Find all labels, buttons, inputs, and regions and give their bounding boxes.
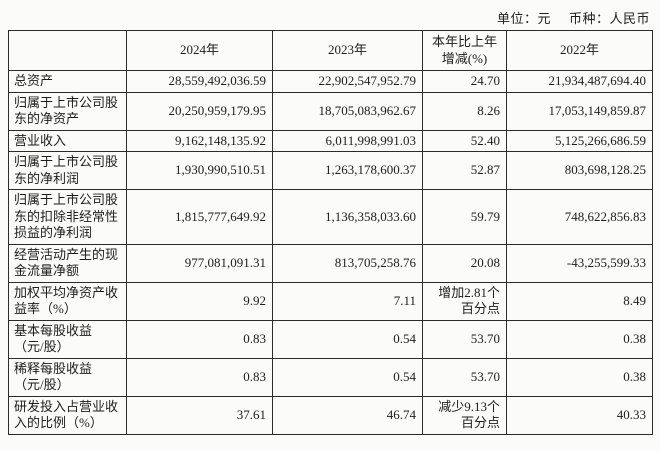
cell-value-change: 20.08 — [422, 243, 507, 283]
cell-value-2022: 8.49 — [506, 281, 653, 321]
table-row-total-assets: 总资产 28,559,492,036.59 22,902,547,952.79 … — [8, 70, 653, 93]
row-label: 加权平均净资产收益率（%） — [8, 281, 127, 321]
cell-value-change: 53.70 — [422, 357, 507, 397]
cell-value-2024: 977,081,091.31 — [126, 243, 273, 283]
cell-value-2022: 5,125,266,686.59 — [506, 129, 653, 152]
unit-label: 单位：元 — [496, 11, 551, 26]
cell-value-2024: 0.83 — [126, 357, 273, 397]
cell-value-change: 减少9.13个百分点 — [422, 395, 507, 435]
row-label: 基本每股收益（元/股） — [8, 319, 127, 359]
row-label: 经营活动产生的现金流量净额 — [8, 243, 127, 283]
cell-value-2023: 0.54 — [272, 319, 423, 359]
table-row-net-profit-excl-nonrecurring: 归属于上市公司股东的扣除非经常性损益的净利润 1,815,777,649.92 … — [8, 189, 653, 245]
cell-value-2023: 1,263,178,600.37 — [272, 151, 423, 190]
row-label: 归属于上市公司股东的扣除非经常性损益的净利润 — [8, 189, 127, 245]
cell-value-2024: 9,162,148,135.92 — [126, 129, 273, 152]
currency-label: 币种：人民币 — [568, 11, 650, 26]
cell-value-2022: 0.38 — [506, 357, 653, 397]
cell-value-2022: 17,053,149,859.87 — [506, 91, 653, 131]
cell-value-change: 52.87 — [422, 151, 507, 190]
column-header-2022: 2022年 — [506, 30, 653, 71]
cell-value-change: 增加2.81个百分点 — [422, 281, 507, 321]
cell-value-2022: -43,255,599.33 — [506, 243, 653, 283]
row-label: 总资产 — [8, 70, 127, 93]
cell-value-change: 52.40 — [422, 129, 507, 152]
row-label: 归属于上市公司股东的净资产 — [8, 91, 127, 131]
table-row-basic-eps: 基本每股收益（元/股） 0.83 0.54 53.70 0.38 — [8, 319, 653, 359]
table-header-row: 2024年 2023年 本年比上年增减(%) 2022年 — [8, 30, 653, 71]
cell-value-2023: 46.74 — [272, 395, 423, 435]
cell-value-2024: 20,250,959,179.95 — [126, 91, 273, 131]
cell-value-2024: 37.61 — [126, 395, 273, 435]
cell-value-2024: 1,930,990,510.51 — [126, 151, 273, 190]
table-row-net-profit: 归属于上市公司股东的净利润 1,930,990,510.51 1,263,178… — [8, 151, 653, 190]
cell-value-2023: 7.11 — [272, 281, 423, 321]
cell-value-change: 59.79 — [422, 189, 507, 245]
row-label: 研发投入占营业收入的比例（%） — [8, 395, 127, 435]
table-row-operating-cash-flow: 经营活动产生的现金流量净额 977,081,091.31 813,705,258… — [8, 243, 653, 283]
column-header-2024: 2024年 — [126, 30, 273, 71]
column-header-change: 本年比上年增减(%) — [422, 30, 507, 71]
cell-value-2024: 1,815,777,649.92 — [126, 189, 273, 245]
cell-value-2022: 0.38 — [506, 319, 653, 359]
cell-value-2024: 9.92 — [126, 281, 273, 321]
cell-value-2022: 803,698,128.25 — [506, 151, 653, 190]
cell-value-2024: 28,559,492,036.59 — [126, 70, 273, 93]
cell-value-2022: 748,622,856.83 — [506, 189, 653, 245]
table-row-weighted-avg-roe: 加权平均净资产收益率（%） 9.92 7.11 增加2.81个百分点 8.49 — [8, 281, 653, 321]
row-label: 营业收入 — [8, 129, 127, 152]
key-financials-table: 2024年 2023年 本年比上年增减(%) 2022年 总资产 28,559,… — [8, 30, 653, 435]
cell-value-change: 53.70 — [422, 319, 507, 359]
row-label: 归属于上市公司股东的净利润 — [8, 151, 127, 190]
cell-value-change: 8.26 — [422, 91, 507, 131]
row-label: 稀释每股收益（元/股） — [8, 357, 127, 397]
cell-value-2023: 0.54 — [272, 357, 423, 397]
cell-value-2023: 6,011,998,991.03 — [272, 129, 423, 152]
table-row-net-assets: 归属于上市公司股东的净资产 20,250,959,179.95 18,705,0… — [8, 91, 653, 131]
cell-value-2022: 40.33 — [506, 395, 653, 435]
column-header-2023: 2023年 — [272, 30, 423, 71]
cell-value-2024: 0.83 — [126, 319, 273, 359]
cell-value-2023: 22,902,547,952.79 — [272, 70, 423, 93]
table-row-revenue: 营业收入 9,162,148,135.92 6,011,998,991.03 5… — [8, 129, 653, 152]
cell-value-2023: 813,705,258.76 — [272, 243, 423, 283]
cell-value-2022: 21,934,487,694.40 — [506, 70, 653, 93]
cell-value-2023: 18,705,083,962.67 — [272, 91, 423, 131]
unit-currency-line: 单位：元 币种：人民币 — [0, 0, 660, 30]
table-row-rd-ratio: 研发投入占营业收入的比例（%） 37.61 46.74 减少9.13个百分点 4… — [8, 395, 653, 435]
table-row-diluted-eps: 稀释每股收益（元/股） 0.83 0.54 53.70 0.38 — [8, 357, 653, 397]
cell-value-2023: 1,136,358,033.60 — [272, 189, 423, 245]
cell-value-change: 24.70 — [422, 70, 507, 93]
column-header-indicator — [8, 30, 127, 71]
